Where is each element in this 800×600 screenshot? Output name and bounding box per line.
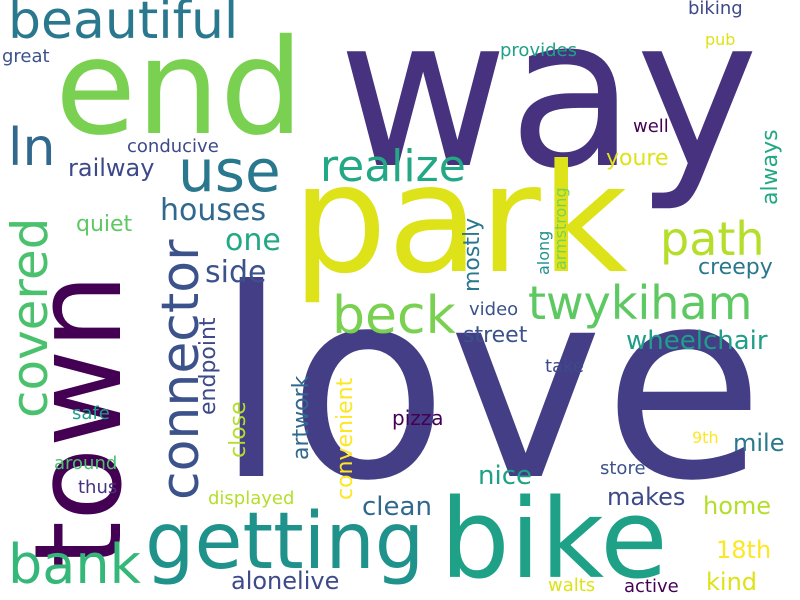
word-convenient: convenient [333,377,358,500]
word-youre: youre [606,146,669,171]
word-street: street [463,323,528,348]
word-walts: walts [548,575,596,596]
word-end: end [55,11,304,165]
word-thus: thus [78,477,118,498]
word-use: use [178,137,281,205]
word-active: active [624,576,679,597]
word-along: along [534,230,553,275]
word-railway: railway [68,154,155,182]
word-way: way [338,0,759,215]
word-well: well [633,116,669,137]
word-great: great [2,46,50,67]
word-love: love [215,233,765,538]
word-nice: nice [478,461,532,491]
word-mile: mile [733,429,785,457]
word-quiet: quiet [76,212,133,237]
word-wheelchair: wheelchair [626,326,768,356]
word-path: path [660,212,765,266]
word-store: store [600,458,646,479]
word-always: always [758,129,783,205]
word-close: close [226,401,251,458]
word-around: around [54,453,118,474]
word-covered: covered [1,217,59,418]
word-displayed: displayed [208,488,295,509]
word-getting: getting [145,497,425,587]
word-clean: clean [362,492,432,522]
word-side: side [205,255,267,290]
word-pizza: pizza [392,406,444,430]
word-kind: kind [706,568,758,596]
word-twykiham: twykiham [528,276,753,330]
word-artwork: artwork [289,375,314,460]
word-safe: safe [72,403,110,424]
word-park: park [292,133,628,307]
word-take: take [545,356,584,377]
word-houses: houses [160,193,267,228]
word-biking: biking [688,0,743,19]
word-bank: bank [8,533,141,596]
word-bike: bike [440,475,668,600]
word-realize: realize [320,141,466,192]
word-9th: 9th [692,428,719,447]
word-mostly: mostly [460,217,485,292]
word-one: one [225,223,281,258]
word-makes: makes [607,483,686,511]
word-provides: provides [500,40,577,61]
word-endpoint: endpoint [196,317,221,415]
word-video: video [469,299,519,320]
word-ln: ln [8,118,56,178]
word-pub: pub [705,30,736,49]
word-18th: 18th [716,536,772,564]
word-alonelive: alonelive [231,567,340,595]
word-armstrong: armstrong [551,187,570,270]
word-home: home [703,492,772,520]
word-beck: beck [332,286,456,346]
word-conducive: conducive [127,136,219,157]
word-creepy: creepy [698,255,773,280]
word-beautiful: beautiful [8,0,239,51]
